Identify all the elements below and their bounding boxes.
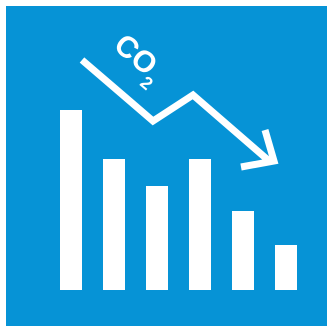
bar-6 bbox=[275, 245, 297, 290]
bar-3 bbox=[146, 186, 168, 290]
bar-2 bbox=[103, 159, 125, 290]
bar-5 bbox=[232, 211, 254, 290]
bar-1 bbox=[60, 110, 82, 290]
trend-arrow-line bbox=[79, 57, 271, 163]
trend-arrow-head bbox=[240, 129, 279, 171]
co2-label-main: CO bbox=[108, 28, 164, 82]
bar-group bbox=[60, 110, 297, 290]
bar-4 bbox=[189, 159, 211, 290]
